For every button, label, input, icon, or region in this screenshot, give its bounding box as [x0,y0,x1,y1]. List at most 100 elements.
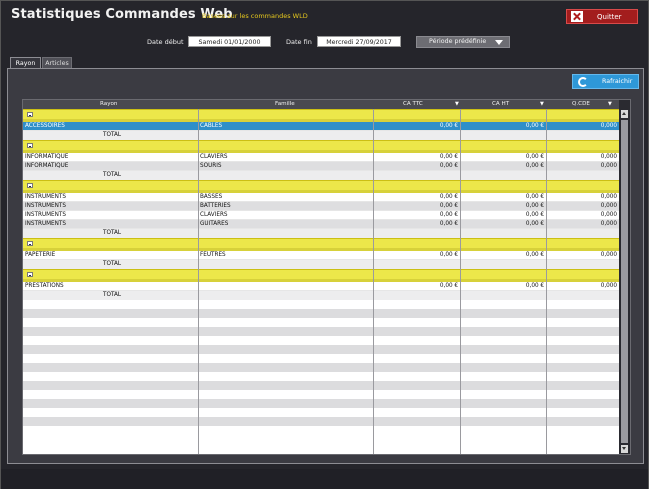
refresh-icon [578,77,588,87]
column-header-qte[interactable]: Q.CDE [572,101,590,107]
empty-row [23,381,620,390]
collapse-icon[interactable] [27,272,33,277]
sort-icon[interactable]: ▼ [540,101,544,107]
cell-rayon: INSTRUMENTS [25,194,66,200]
total-row: TOTAL [23,171,620,180]
table-row[interactable]: INSTRUMENTS BASSES 0,00 € 0,00 € 0,000 [23,193,620,202]
empty-row [23,300,620,309]
chevron-down-icon [495,40,503,45]
cell-rayon: INFORMATIQUE [25,163,69,169]
cell-qte: 0,000 [600,154,617,160]
empty-row [23,363,620,372]
scrollbar-thumb[interactable] [621,120,628,443]
empty-row [23,417,620,426]
cell-famille: FEUTRES [200,252,226,258]
quit-button[interactable]: Quitter [566,9,638,24]
end-date-label: Date fin [286,38,312,46]
cell-rayon: INSTRUMENTS [25,212,66,218]
empty-row [23,408,620,417]
table-row[interactable]: PAPETERIE FEUTRES 0,00 € 0,00 € 0,000 [23,251,620,260]
column-header-ca-ht[interactable]: CA HT [492,101,510,107]
cell-ca-ht: 0,00 € [525,283,544,289]
cell-qte: 0,000 [600,163,617,169]
sort-icon[interactable]: ▼ [455,101,459,107]
cell-ca-ht: 0,00 € [525,221,544,227]
period-dropdown-label: Période prédéfinie [429,38,487,45]
cell-famille: BATTERIES [200,203,231,209]
column-header-ca-ttc[interactable]: CA TTC [403,101,423,107]
cell-qte: 0,000 [600,194,617,200]
cell-rayon: INSTRUMENTS [25,221,66,227]
group-band [23,119,620,122]
column-divider [373,109,374,454]
sort-icon[interactable]: ▼ [608,101,612,107]
group-header-row[interactable] [23,180,620,190]
collapse-icon[interactable] [27,112,33,117]
empty-row [23,354,620,363]
column-header-rayon[interactable]: Rayon [100,101,118,107]
cell-qte: 0,000 [600,221,617,227]
collapse-icon[interactable] [27,241,33,246]
cell-ca-ht: 0,00 € [525,194,544,200]
cell-ca-ttc: 0,00 € [439,252,458,258]
group-header-row[interactable] [23,238,620,248]
table-row[interactable]: INSTRUMENTS BATTERIES 0,00 € 0,00 € 0,000 [23,202,620,211]
tab-rayon[interactable]: Rayon [10,57,41,69]
table-row[interactable]: INSTRUMENTS CLAVIERS 0,00 € 0,00 € 0,000 [23,211,620,220]
column-divider [198,109,199,454]
end-date-field[interactable]: Mercredi 27/09/2017 [317,36,401,47]
table-header: Rayon Famille CA TTC ▼ CA HT ▼ Q.CDE ▼ [23,100,620,109]
refresh-button-label: Rafraichir [602,78,633,85]
start-date-label: Date début [147,38,184,46]
empty-row [23,318,620,327]
app-title: Statistiques Commandes Web [11,7,233,22]
column-divider [546,109,547,454]
vertical-scrollbar[interactable] [619,100,630,454]
group-header-row[interactable] [23,269,620,279]
group-header-row[interactable] [23,109,620,119]
cell-ca-ht: 0,00 € [525,203,544,209]
scroll-up-icon[interactable] [621,110,628,118]
empty-row [23,372,620,381]
group-band [23,150,620,153]
cell-famille: CLAVIERS [200,212,228,218]
cell-ca-ttc: 0,00 € [439,212,458,218]
cell-famille: GUITARES [200,221,229,227]
start-date-field[interactable]: Samedi 01/01/2000 [188,36,271,47]
total-label: TOTAL [103,172,122,178]
cell-qte: 0,000 [600,252,617,258]
cell-ca-ttc: 0,00 € [439,194,458,200]
group-band [23,190,620,193]
cell-famille: BASSES [200,194,223,200]
table-row[interactable]: INFORMATIQUE SOURIS 0,00 € 0,00 € 0,000 [23,162,620,171]
table-row[interactable]: ACCESSOIRES CABLES 0,00 € 0,00 € 0,000 [23,122,620,131]
table-row[interactable]: INFORMATIQUE CLAVIERS 0,00 € 0,00 € 0,000 [23,153,620,162]
cell-rayon: ACCESSOIRES [25,123,65,129]
refresh-button[interactable]: Rafraichir [572,74,639,89]
cell-ca-ht: 0,00 € [525,154,544,160]
group-header-row[interactable] [23,140,620,150]
cell-ca-ht: 0,00 € [525,252,544,258]
collapse-icon[interactable] [27,143,33,148]
tab-panel: Rafraichir Rayon Famille CA TTC ▼ CA HT … [7,68,644,464]
table-row[interactable]: PRESTATIONS 0,00 € 0,00 € 0,000 [23,282,620,291]
column-header-famille[interactable]: Famille [275,101,295,107]
cell-ca-ttc: 0,00 € [439,123,458,129]
cell-famille: SOURIS [200,163,222,169]
cell-ca-ttc: 0,00 € [439,221,458,227]
scroll-down-icon[interactable] [621,445,628,453]
total-row: TOTAL [23,229,620,238]
table-row[interactable]: INSTRUMENTS GUITARES 0,00 € 0,00 € 0,000 [23,220,620,229]
empty-row [23,390,620,399]
empty-row [23,345,620,354]
column-divider [460,109,461,454]
cell-rayon: INSTRUMENTS [25,203,66,209]
cell-ca-ttc: 0,00 € [439,163,458,169]
period-dropdown[interactable]: Période prédéfinie [416,36,510,48]
cell-famille: CABLES [200,123,223,129]
close-icon [571,11,583,22]
total-row: TOTAL [23,260,620,269]
cell-rayon: PRESTATIONS [25,283,64,289]
collapse-icon[interactable] [27,183,33,188]
quit-button-label: Quitter [597,13,622,21]
